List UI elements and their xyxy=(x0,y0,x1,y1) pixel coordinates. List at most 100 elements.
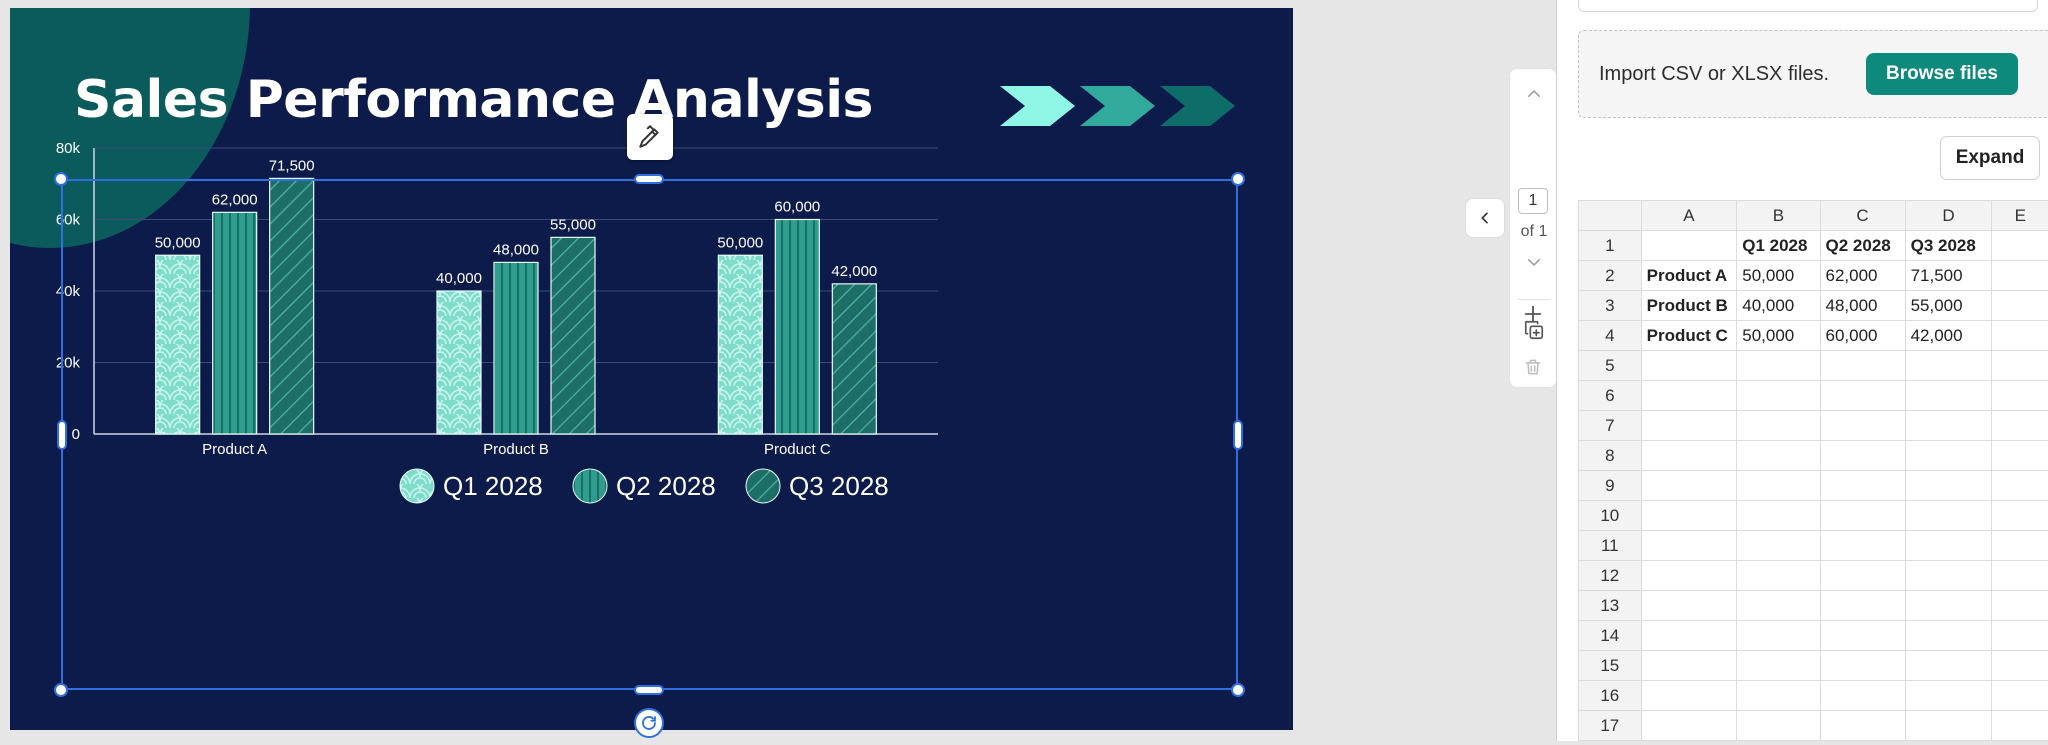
cell[interactable] xyxy=(1737,501,1820,531)
row-header[interactable]: 14 xyxy=(1579,621,1642,651)
cell[interactable] xyxy=(1905,591,1992,621)
cell[interactable] xyxy=(1641,381,1737,411)
cell[interactable]: Product A xyxy=(1641,261,1737,291)
cell[interactable] xyxy=(1820,501,1905,531)
row-header[interactable]: 15 xyxy=(1579,651,1642,681)
row-header[interactable]: 2 xyxy=(1579,261,1642,291)
cell[interactable] xyxy=(1905,441,1992,471)
cell[interactable]: Product B xyxy=(1641,291,1737,321)
resize-handle-top-left[interactable] xyxy=(54,172,68,186)
column-header[interactable]: A xyxy=(1641,201,1737,231)
cell[interactable] xyxy=(1820,651,1905,681)
cell[interactable]: 50,000 xyxy=(1737,261,1820,291)
resize-handle-bottom[interactable] xyxy=(634,685,664,695)
row-header[interactable]: 17 xyxy=(1579,711,1642,741)
row-header[interactable]: 16 xyxy=(1579,681,1642,711)
cell[interactable] xyxy=(1992,261,2048,291)
cell[interactable] xyxy=(1905,711,1992,741)
resize-handle-right[interactable] xyxy=(1233,420,1243,450)
cell[interactable]: Q2 2028 xyxy=(1820,231,1905,261)
cell[interactable] xyxy=(1820,411,1905,441)
collapse-panel-button[interactable] xyxy=(1465,198,1505,238)
page-number-input[interactable]: 1 xyxy=(1518,188,1548,214)
resize-handle-bottom-left[interactable] xyxy=(54,683,68,697)
cell[interactable]: 55,000 xyxy=(1905,291,1992,321)
cell[interactable] xyxy=(1905,531,1992,561)
cell[interactable] xyxy=(1992,381,2048,411)
expand-button[interactable]: Expand xyxy=(1940,136,2040,180)
cell[interactable] xyxy=(1992,291,2048,321)
cell[interactable] xyxy=(1992,441,2048,471)
add-page-button[interactable] xyxy=(1518,299,1548,329)
cell[interactable] xyxy=(1737,381,1820,411)
cell[interactable]: 40,000 xyxy=(1737,291,1820,321)
cell[interactable] xyxy=(1641,501,1737,531)
cell[interactable] xyxy=(1992,591,2048,621)
browse-files-button[interactable]: Browse files xyxy=(1866,53,2018,95)
cell[interactable] xyxy=(1820,591,1905,621)
cell[interactable] xyxy=(1737,351,1820,381)
cell[interactable] xyxy=(1641,621,1737,651)
rotate-button[interactable] xyxy=(634,708,664,738)
row-header[interactable]: 8 xyxy=(1579,441,1642,471)
row-header[interactable]: 1 xyxy=(1579,231,1642,261)
corner-cell[interactable] xyxy=(1579,201,1642,231)
cell[interactable]: Q1 2028 xyxy=(1737,231,1820,261)
cell[interactable]: Q3 2028 xyxy=(1905,231,1992,261)
cell[interactable] xyxy=(1641,651,1737,681)
cell[interactable] xyxy=(1737,681,1820,711)
cell[interactable] xyxy=(1992,561,2048,591)
cell[interactable]: 42,000 xyxy=(1905,321,1992,351)
column-header[interactable]: C xyxy=(1820,201,1905,231)
delete-page-button[interactable] xyxy=(1518,352,1548,382)
row-header[interactable]: 7 xyxy=(1579,411,1642,441)
page-down-button[interactable] xyxy=(1519,247,1549,277)
cell[interactable] xyxy=(1641,561,1737,591)
cell[interactable] xyxy=(1820,441,1905,471)
column-header[interactable]: E xyxy=(1992,201,2048,231)
row-header[interactable]: 13 xyxy=(1579,591,1642,621)
cell[interactable] xyxy=(1820,681,1905,711)
cell[interactable] xyxy=(1992,711,2048,741)
cell[interactable] xyxy=(1992,681,2048,711)
cell[interactable] xyxy=(1992,501,2048,531)
cell[interactable] xyxy=(1737,621,1820,651)
cell[interactable] xyxy=(1820,351,1905,381)
cell[interactable] xyxy=(1992,531,2048,561)
cell[interactable] xyxy=(1820,561,1905,591)
cell[interactable] xyxy=(1737,651,1820,681)
page-up-button[interactable] xyxy=(1519,79,1549,109)
import-dropzone[interactable]: Import CSV or XLSX files. Browse files xyxy=(1578,30,2048,118)
resize-handle-left[interactable] xyxy=(57,420,67,450)
cell[interactable] xyxy=(1905,561,1992,591)
cell[interactable] xyxy=(1641,591,1737,621)
row-header[interactable]: 11 xyxy=(1579,531,1642,561)
cell[interactable] xyxy=(1905,471,1992,501)
resize-handle-top[interactable] xyxy=(634,174,664,184)
cell[interactable] xyxy=(1737,711,1820,741)
cell[interactable] xyxy=(1737,531,1820,561)
cell[interactable] xyxy=(1905,351,1992,381)
cell[interactable] xyxy=(1905,681,1992,711)
cell[interactable] xyxy=(1905,501,1992,531)
cell[interactable] xyxy=(1992,621,2048,651)
cell[interactable] xyxy=(1992,651,2048,681)
cell[interactable] xyxy=(1641,471,1737,501)
row-header[interactable]: 6 xyxy=(1579,381,1642,411)
cell[interactable] xyxy=(1905,411,1992,441)
cell[interactable]: 48,000 xyxy=(1820,291,1905,321)
cell[interactable] xyxy=(1820,471,1905,501)
row-header[interactable]: 9 xyxy=(1579,471,1642,501)
column-header[interactable]: B xyxy=(1737,201,1820,231)
cell[interactable]: 62,000 xyxy=(1820,261,1905,291)
row-header[interactable]: 12 xyxy=(1579,561,1642,591)
cell[interactable] xyxy=(1641,531,1737,561)
cell[interactable] xyxy=(1820,531,1905,561)
cell[interactable] xyxy=(1737,471,1820,501)
cell[interactable] xyxy=(1820,381,1905,411)
cell[interactable]: Product C xyxy=(1641,321,1737,351)
cell[interactable] xyxy=(1905,381,1992,411)
row-header[interactable]: 5 xyxy=(1579,351,1642,381)
